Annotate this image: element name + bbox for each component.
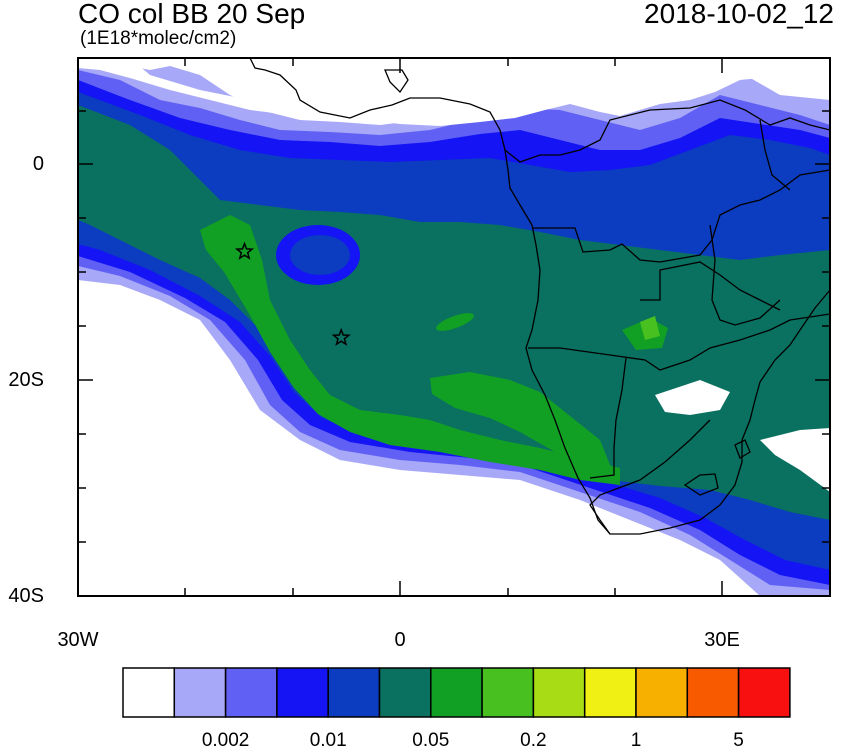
colorbar-label-2: 0.05 (412, 730, 450, 751)
map-title: CO col BB 20 Sep (78, 0, 306, 29)
colorbar-box-1 (173, 667, 227, 718)
colorbar-box-12 (737, 667, 791, 718)
colorbar-label-5: 5 (733, 730, 744, 751)
units-label: (1E18*molec/cm2) (80, 28, 237, 49)
lon-label-30w: 30W (57, 629, 99, 651)
co-plume-field (78, 58, 830, 596)
lat-label-40s: 40S (8, 585, 44, 607)
markers-layer (234, 241, 351, 346)
star-marker-2 (331, 327, 351, 346)
axis-ticks (78, 58, 830, 596)
colorbar-box-5 (378, 667, 432, 718)
colorbar-box-2 (224, 667, 278, 718)
colorbar-box-3 (276, 667, 329, 718)
star-marker-1 (234, 241, 255, 260)
colorbar-box-0 (122, 667, 176, 718)
colorbar-box-6 (430, 667, 483, 718)
plume-level-7 (640, 316, 660, 340)
colorbar-label-0: 0.002 (201, 730, 250, 751)
colorbar-label-1: 0.01 (309, 730, 347, 751)
colorbar-label-3: 0.2 (520, 730, 547, 751)
coastlines (249, 58, 830, 535)
colorbar-box-11 (686, 667, 740, 718)
lat-label-20s: 20S (8, 369, 44, 391)
map-frame (77, 57, 831, 597)
colorbar-label-4: 1 (630, 730, 642, 751)
colorbar-box-10 (635, 667, 689, 718)
colorbar-box-7 (481, 667, 535, 718)
plume-level-5 (78, 105, 830, 520)
colorbar (122, 667, 791, 718)
lon-label-0: 0 (394, 629, 406, 651)
colorbar-box-4 (327, 667, 381, 718)
lon-label-30e: 30E (704, 629, 740, 651)
lat-label-0: 0 (32, 153, 44, 175)
map-datetime: 2018-10-02_12 (644, 0, 834, 29)
colorbar-box-9 (583, 667, 637, 718)
colorbar-box-8 (532, 667, 586, 718)
